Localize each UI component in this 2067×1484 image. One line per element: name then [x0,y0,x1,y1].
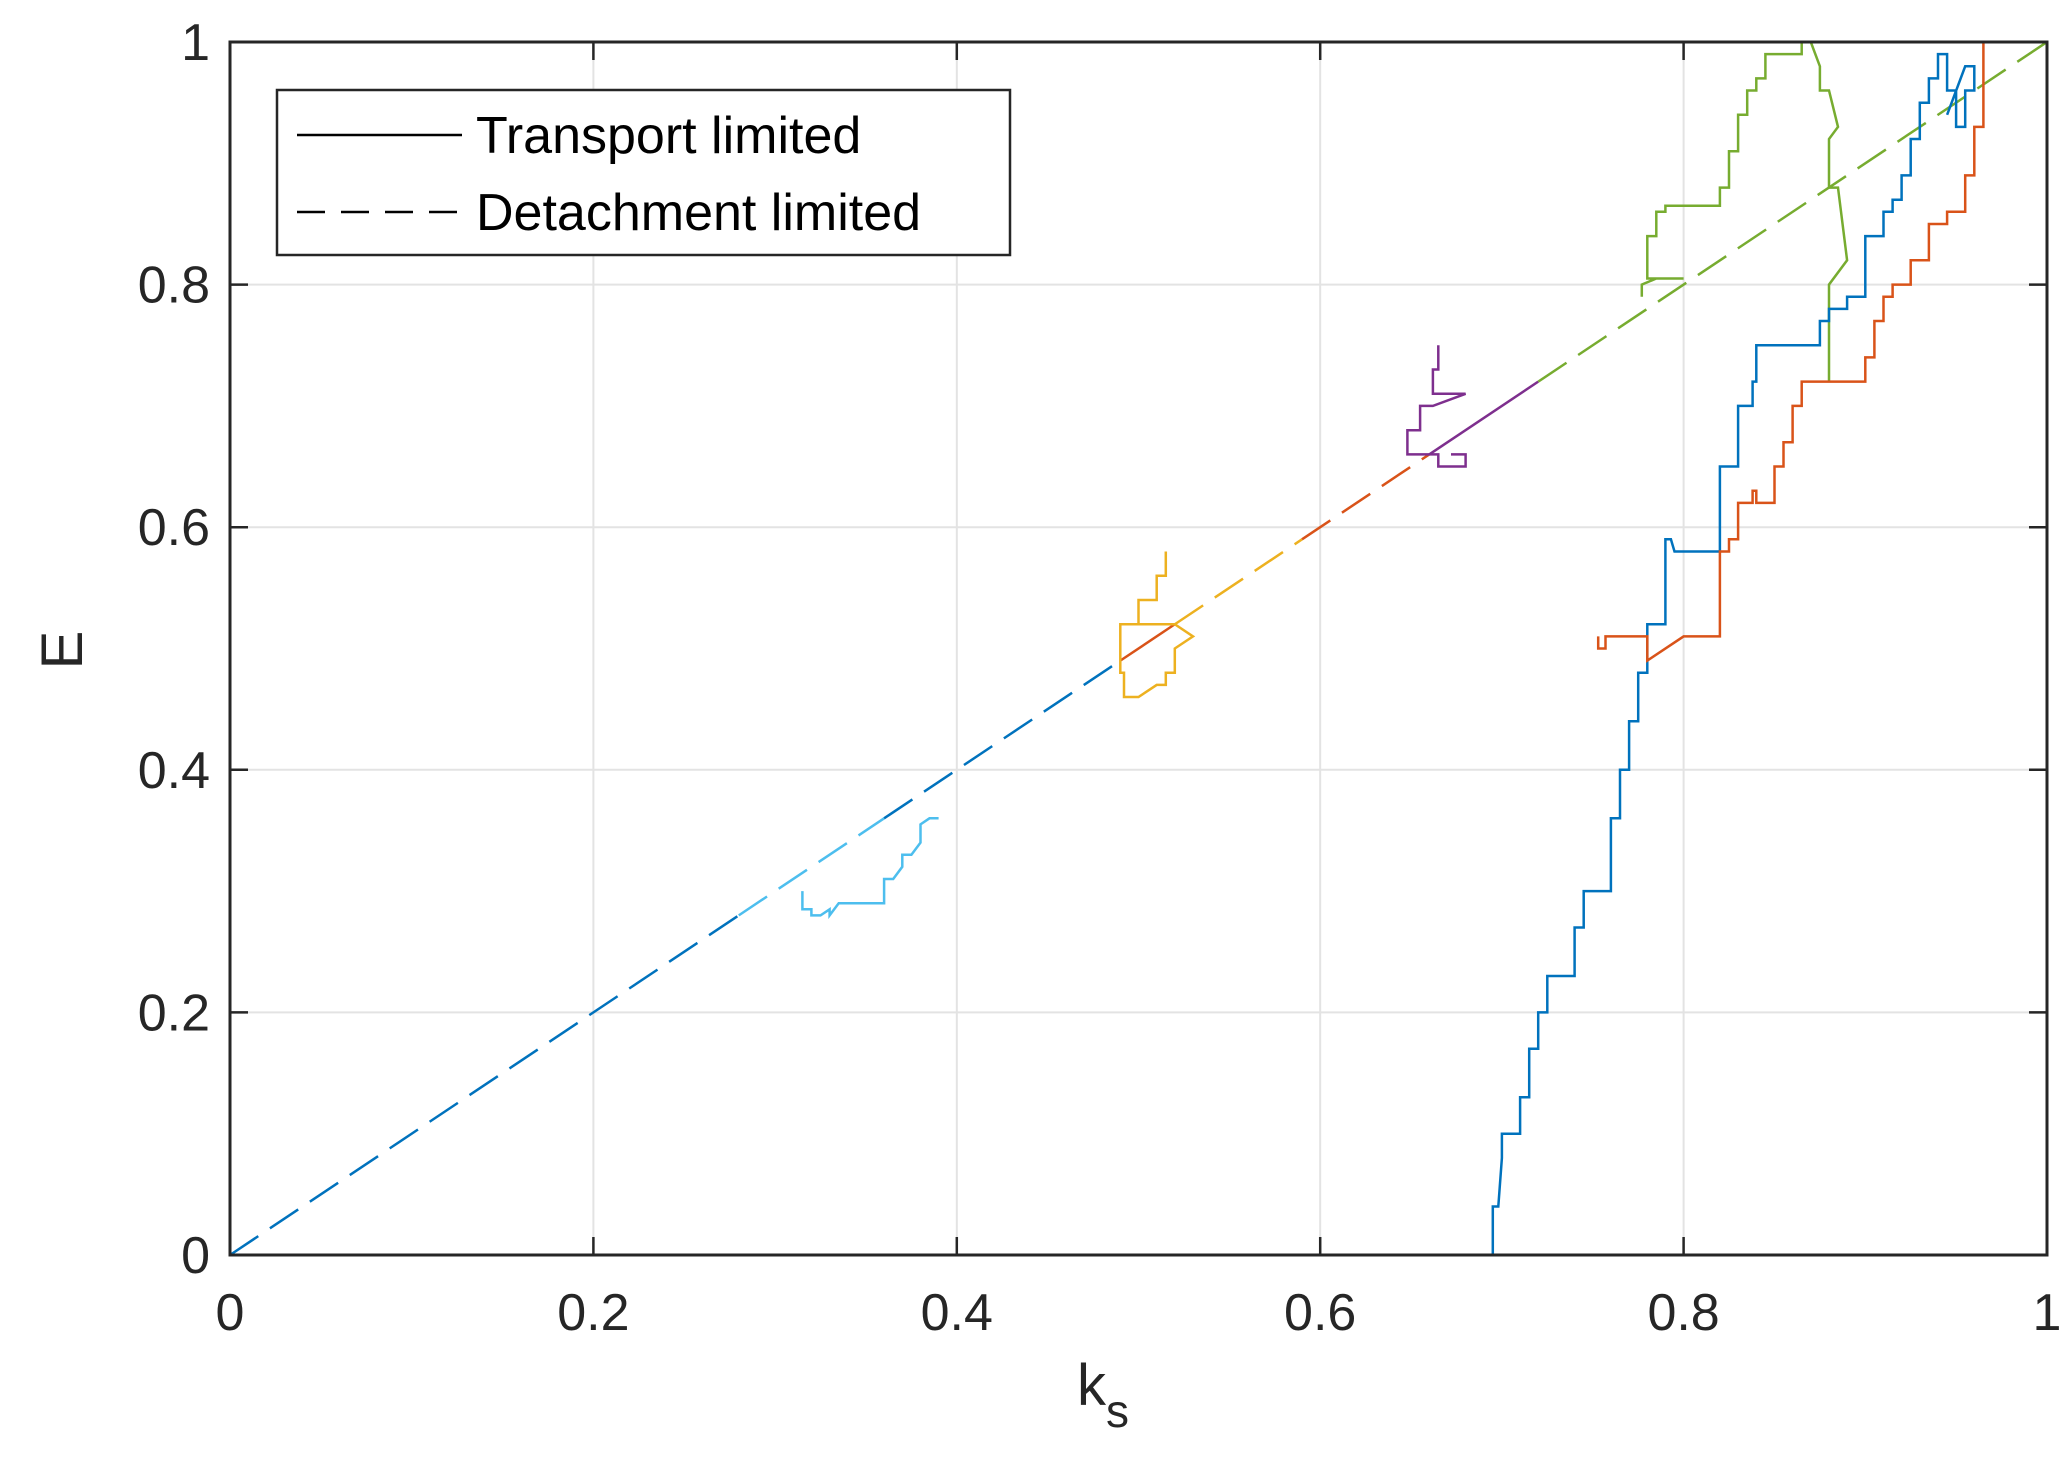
x-tick-label-4: 0.8 [1647,1284,1719,1342]
legend: Transport limited Detachment limited [275,88,1012,257]
x-tick-label-3: 0.6 [1284,1284,1356,1342]
diagonal-segment-0 [229,914,740,1257]
y-tick-label-4: 0.8 [138,257,210,315]
series-line-3 [1640,40,1849,382]
y-tick-label-1: 0.2 [138,984,210,1042]
diagonal-segment-4 [1174,538,1303,626]
y-axis-label: E [30,631,95,670]
series-line-5 [1596,42,1985,663]
axis-ticks: 0 0.2 0.4 0.6 0.8 1 0 0.2 0.4 0.6 0.8 1 [138,14,2062,1342]
series-line-2 [1406,345,1467,468]
y-tick-label-2: 0.4 [138,742,210,800]
series-line-1 [1119,551,1196,699]
y-tick-label-5: 1 [181,14,210,72]
series-line-0 [801,817,939,920]
x-tick-label-0: 0 [216,1284,245,1342]
x-axis-label: ks [1077,1353,1129,1437]
series-group [801,40,1985,1255]
diagonal-line [229,40,2048,1257]
x-tick-label-2: 0.4 [921,1284,993,1342]
x-axis-label-main: k [1077,1353,1107,1418]
diagonal-segment-6 [1428,380,1539,456]
legend-label-transport: Transport limited [476,107,861,165]
diagonal-segment-3 [1119,623,1176,662]
x-tick-label-5: 1 [2033,1284,2062,1342]
series-line-4 [1491,52,1976,1255]
diagonal-segment-7 [1537,40,2048,383]
x-tick-label-1: 0.2 [557,1284,629,1342]
y-tick-label-0: 0 [181,1227,210,1285]
plot-frame [228,40,2049,1257]
legend-label-detachment: Detachment limited [476,184,921,242]
x-axis-label-subscript: s [1106,1385,1129,1437]
diagonal-segment-5 [1301,453,1430,541]
legend-box [275,88,1012,257]
y-tick-label-3: 0.6 [138,499,210,557]
diagonal-segment-1 [738,817,885,917]
